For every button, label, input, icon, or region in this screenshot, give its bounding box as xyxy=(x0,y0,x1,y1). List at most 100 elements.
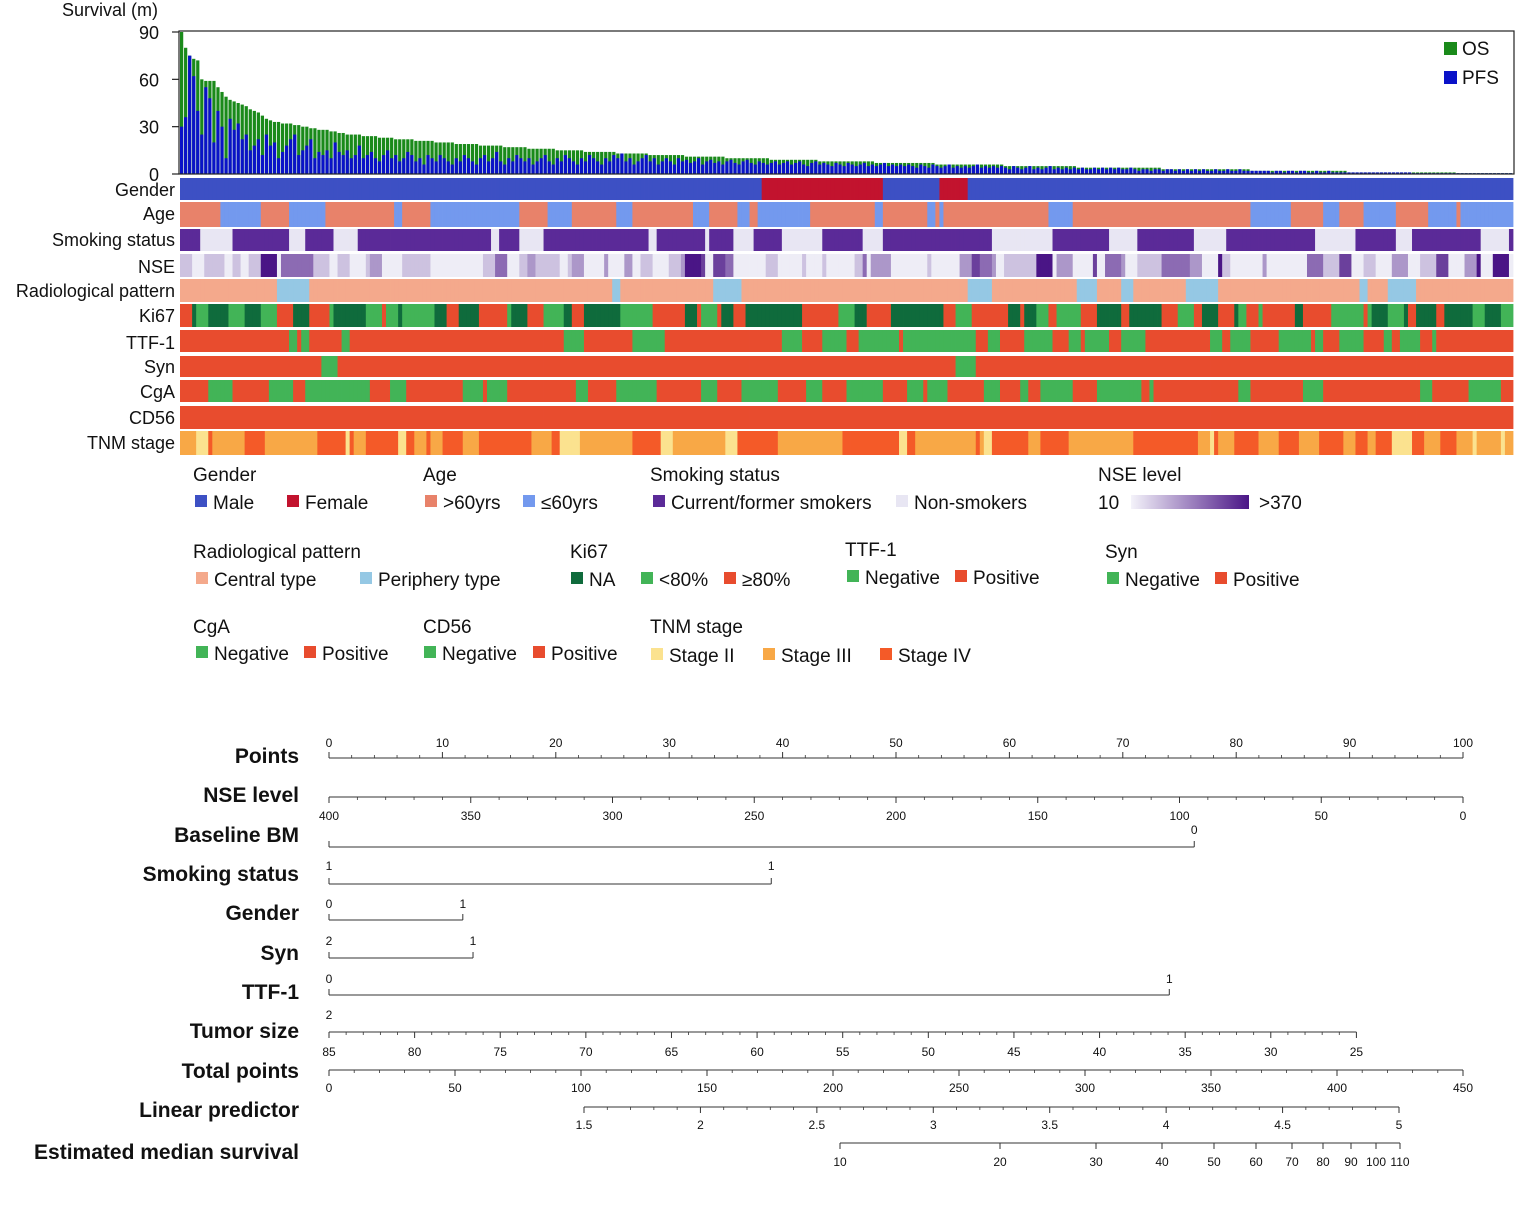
scale-tick-label: 50 xyxy=(448,1081,462,1095)
track-cell xyxy=(971,406,977,429)
os-bar xyxy=(329,131,333,174)
track-cell xyxy=(882,202,888,227)
track-cell xyxy=(1335,431,1340,455)
track-cell xyxy=(341,431,347,455)
track-cell xyxy=(349,406,355,429)
track-cell xyxy=(781,330,787,352)
track-cell xyxy=(1298,229,1304,251)
pfs-bar xyxy=(939,167,943,174)
track-cell xyxy=(1076,279,1082,302)
pfs-bar xyxy=(979,167,984,174)
track-cell xyxy=(628,406,633,429)
track-cell xyxy=(705,229,710,251)
track-cell xyxy=(1226,178,1231,200)
track-cell xyxy=(1468,406,1474,429)
track-cell xyxy=(248,279,254,302)
track-cell xyxy=(252,178,258,200)
track-cell xyxy=(244,229,250,251)
track-cell xyxy=(1032,406,1037,429)
track-cell xyxy=(297,431,302,455)
track-cell xyxy=(466,202,472,227)
track-cell xyxy=(1048,356,1053,377)
track-cell xyxy=(1262,406,1267,429)
track-cell xyxy=(814,380,819,402)
track-cell xyxy=(297,330,302,352)
track-cell xyxy=(406,279,411,302)
track-cell xyxy=(1028,431,1033,455)
track-cell xyxy=(899,202,904,227)
legend-title: Gender xyxy=(193,465,257,486)
track-cell xyxy=(1100,380,1106,402)
track-cell xyxy=(684,431,690,455)
track-cell xyxy=(818,304,823,327)
track-cell xyxy=(1440,380,1445,402)
track-cell xyxy=(1230,431,1235,455)
scale-tick-label: 300 xyxy=(1075,1081,1095,1095)
track-cell xyxy=(1254,279,1259,302)
pfs-bar xyxy=(373,158,378,174)
track-cell xyxy=(676,229,682,251)
track-cell xyxy=(252,330,258,352)
track-cell xyxy=(1149,229,1154,251)
track-cell xyxy=(1092,304,1098,327)
track-cell xyxy=(519,254,524,277)
track-cell xyxy=(1278,406,1284,429)
track-cell xyxy=(462,406,468,429)
track-cell xyxy=(765,254,771,277)
track-cell xyxy=(1331,380,1336,402)
track-cell xyxy=(276,279,282,302)
track-cell xyxy=(652,380,658,402)
track-cell xyxy=(293,202,298,227)
pfs-bar xyxy=(1391,172,1396,174)
track-cell xyxy=(276,356,282,377)
track-cell xyxy=(1117,356,1122,377)
track-cell xyxy=(1173,178,1179,200)
track-cell xyxy=(761,304,767,327)
track-cell xyxy=(280,431,286,455)
track-cell xyxy=(519,178,524,200)
track-cell xyxy=(1266,254,1272,277)
track-cell xyxy=(301,229,306,251)
track-cell xyxy=(1173,431,1179,455)
track-cell xyxy=(620,202,625,227)
track-cell xyxy=(1278,202,1284,227)
track-cell xyxy=(357,330,363,352)
track-cell xyxy=(402,356,407,377)
track-cell xyxy=(236,178,241,200)
track-cell xyxy=(1298,304,1304,327)
track-cell xyxy=(1169,330,1175,352)
pfs-bar xyxy=(999,166,1004,174)
track-cell xyxy=(1052,431,1057,455)
track-cell xyxy=(208,202,213,227)
pfs-bar xyxy=(280,151,285,174)
track-cell xyxy=(1129,229,1134,251)
track-cell xyxy=(256,279,262,302)
track-cell xyxy=(616,202,621,227)
track-cell xyxy=(1278,279,1284,302)
track-cell xyxy=(903,431,908,455)
track-cell xyxy=(725,202,730,227)
track-cell xyxy=(418,254,423,277)
track-cell xyxy=(600,254,605,277)
track-cell xyxy=(559,431,565,455)
track-cell xyxy=(636,356,641,377)
track-cell xyxy=(858,380,864,402)
track-cell xyxy=(583,304,589,327)
track-cell xyxy=(798,304,803,327)
track-cell xyxy=(402,304,407,327)
track-cell xyxy=(886,380,892,402)
track-cell xyxy=(943,279,948,302)
track-cell xyxy=(1359,279,1364,302)
track-cell xyxy=(180,330,185,352)
track-cell xyxy=(753,406,759,429)
track-cell xyxy=(890,431,896,455)
scale-label: TTF-1 xyxy=(242,981,299,1004)
track-cell xyxy=(244,380,250,402)
track-cell xyxy=(458,279,464,302)
track-cell xyxy=(899,178,904,200)
track-cell xyxy=(442,229,447,251)
track-cell xyxy=(907,254,912,277)
track-cell xyxy=(1508,254,1514,277)
pfs-bar xyxy=(204,87,208,174)
track-cell xyxy=(793,178,799,200)
